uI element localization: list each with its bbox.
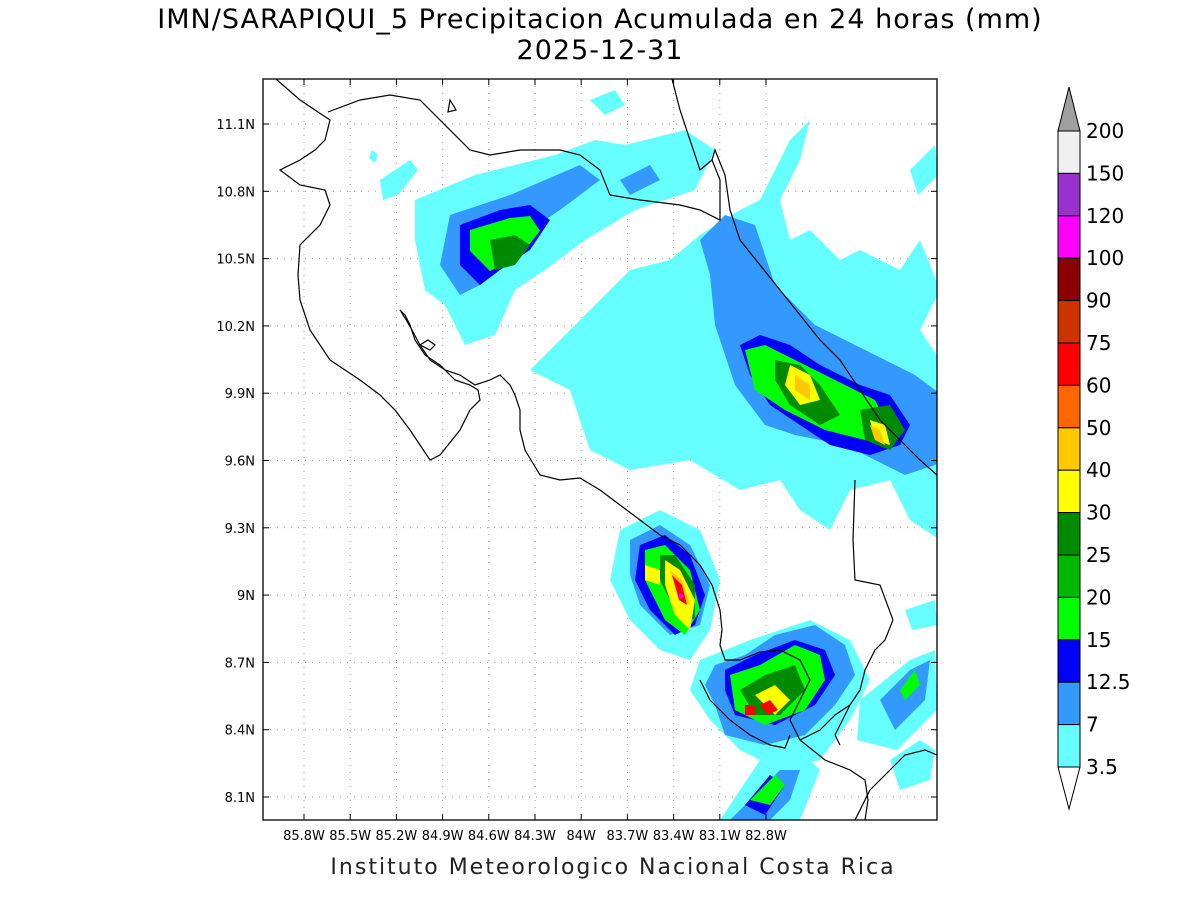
- colorbar-label: 30: [1086, 501, 1111, 525]
- colorbar-label: 25: [1086, 543, 1111, 567]
- lat-tick-label: 11.1N: [216, 118, 255, 133]
- colorbar-label: 3.5: [1086, 755, 1118, 779]
- lon-tick-label: 82.8W: [745, 829, 787, 844]
- lon-tick-label: 85.2W: [375, 829, 417, 844]
- colorbar-swatch: [1057, 215, 1081, 259]
- lon-tick-label: 85.8W: [283, 829, 325, 844]
- lat-tick-label: 8.4N: [225, 724, 255, 739]
- colorbar-label: 40: [1086, 458, 1111, 482]
- longitude-labels: 85.8W 85.5W 85.2W 84.9W 84.6W 84.3W 84W 83.7W 83…: [283, 829, 787, 844]
- lat-tick-label: 9.6N: [225, 455, 255, 470]
- lat-tick-label: 9N: [237, 589, 255, 604]
- colorbar-label: 60: [1086, 373, 1111, 397]
- colorbar-legend: 200 150 120 100 90 75 60 50 40 30 25 20 15 12.5 7 3.5: [1057, 86, 1131, 811]
- map-title: IMN/SARAPIQUI_5 Precipitacion Acumulada …: [157, 4, 1043, 35]
- lon-tick-label: 85.5W: [329, 829, 371, 844]
- footer-credit: Instituto Meteorologico Nacional Costa R…: [330, 855, 896, 880]
- colorbar-swatch: [1057, 257, 1081, 302]
- colorbar-swatch: [1057, 469, 1081, 514]
- colorbar-label: 7: [1086, 713, 1099, 737]
- colorbar-label: 100: [1086, 246, 1124, 270]
- colorbar-swatch: [1057, 172, 1081, 217]
- colorbar-label: 150: [1086, 161, 1124, 185]
- colorbar-label: 50: [1086, 416, 1111, 440]
- lon-tick-label: 83.4W: [653, 829, 695, 844]
- axis-ticks: [263, 79, 937, 820]
- colorbar-swatch: [1057, 724, 1081, 768]
- colorbar-swatch: [1057, 300, 1081, 344]
- colorbar-label: 90: [1086, 289, 1111, 313]
- lat-tick-label: 9.9N: [225, 387, 255, 402]
- lon-tick-label: 84.3W: [514, 829, 556, 844]
- lon-tick-label: 84W: [566, 829, 596, 844]
- colorbar-swatch: [1057, 596, 1081, 641]
- lon-tick-label: 84.6W: [468, 829, 510, 844]
- lat-tick-label: 10.8N: [216, 185, 255, 200]
- lon-tick-label: 83.1W: [699, 829, 741, 844]
- lon-tick-label: 83.7W: [606, 829, 648, 844]
- country-borders: [327, 79, 937, 736]
- colorbar-swatch: [1057, 427, 1081, 471]
- lat-tick-label: 9.3N: [225, 522, 255, 537]
- colorbar-swatch: [1057, 681, 1081, 726]
- colorbar-label: 20: [1086, 585, 1111, 609]
- colorbar-label: 75: [1086, 331, 1111, 355]
- colorbar-bottom-arrow: [1057, 766, 1081, 811]
- colorbar-swatch: [1057, 130, 1081, 174]
- map-frame: [262, 78, 938, 821]
- colorbar-label: 12.5: [1086, 670, 1131, 694]
- lat-tick-label: 8.7N: [225, 656, 255, 671]
- lat-tick-label: 10.5N: [216, 253, 255, 268]
- colorbar-swatch: [1057, 554, 1081, 598]
- colorbar-label: 120: [1086, 204, 1124, 228]
- lat-tick-label: 8.1N: [225, 791, 255, 806]
- colorbar-swatch: [1057, 639, 1081, 683]
- latitude-labels: 11.1N 10.8N 10.5N 10.2N 9.9N 9.6N 9.3N 9N 8.7N 8.…: [216, 118, 255, 806]
- precipitation-field: [369, 90, 937, 820]
- colorbar-swatch: [1057, 342, 1081, 386]
- map-date: 2025-12-31: [516, 35, 684, 66]
- colorbar-swatch: [1057, 512, 1081, 556]
- lat-tick-label: 10.2N: [216, 320, 255, 335]
- colorbar-top-arrow: [1057, 86, 1081, 132]
- colorbar-swatch: [1057, 384, 1081, 429]
- lon-tick-label: 84.9W: [422, 829, 464, 844]
- colorbar-label: 15: [1086, 628, 1111, 652]
- colorbar-label: 200: [1086, 119, 1124, 143]
- coastline: [275, 79, 937, 820]
